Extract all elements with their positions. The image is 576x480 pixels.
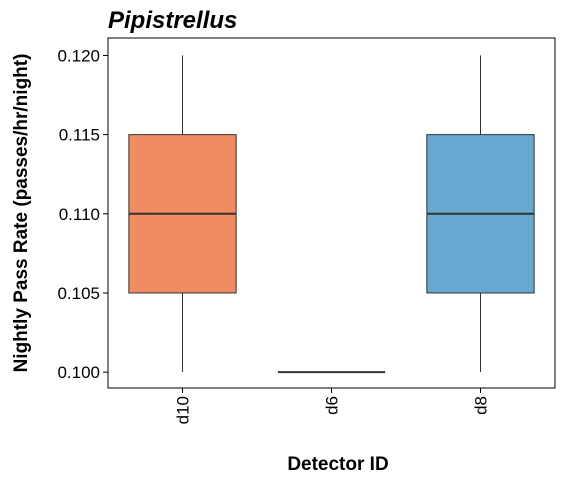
- x-tick-label: d10: [174, 396, 193, 424]
- y-axis-title: Nightly Pass Rate (passes/hr/night): [11, 54, 32, 373]
- y-axis: 0.100 0.105 0.110 0.115 0.120: [57, 46, 108, 382]
- chart-title: Pipistrellus: [108, 7, 237, 34]
- x-axis-title: Detector ID: [287, 454, 388, 475]
- y-tick-label: 0.105: [57, 284, 100, 303]
- y-tick-label: 0.110: [59, 205, 100, 224]
- box-d10: [128, 55, 237, 373]
- y-tick-label: 0.120: [57, 46, 100, 65]
- y-tick-label: 0.100: [57, 363, 100, 382]
- x-tick-label: d8: [472, 396, 491, 415]
- boxes-layer: [128, 55, 535, 374]
- box-d8: [426, 55, 535, 373]
- x-axis: d10 d6 d8: [174, 388, 491, 424]
- y-tick-label: 0.115: [59, 126, 100, 145]
- x-tick-label: d6: [323, 396, 342, 415]
